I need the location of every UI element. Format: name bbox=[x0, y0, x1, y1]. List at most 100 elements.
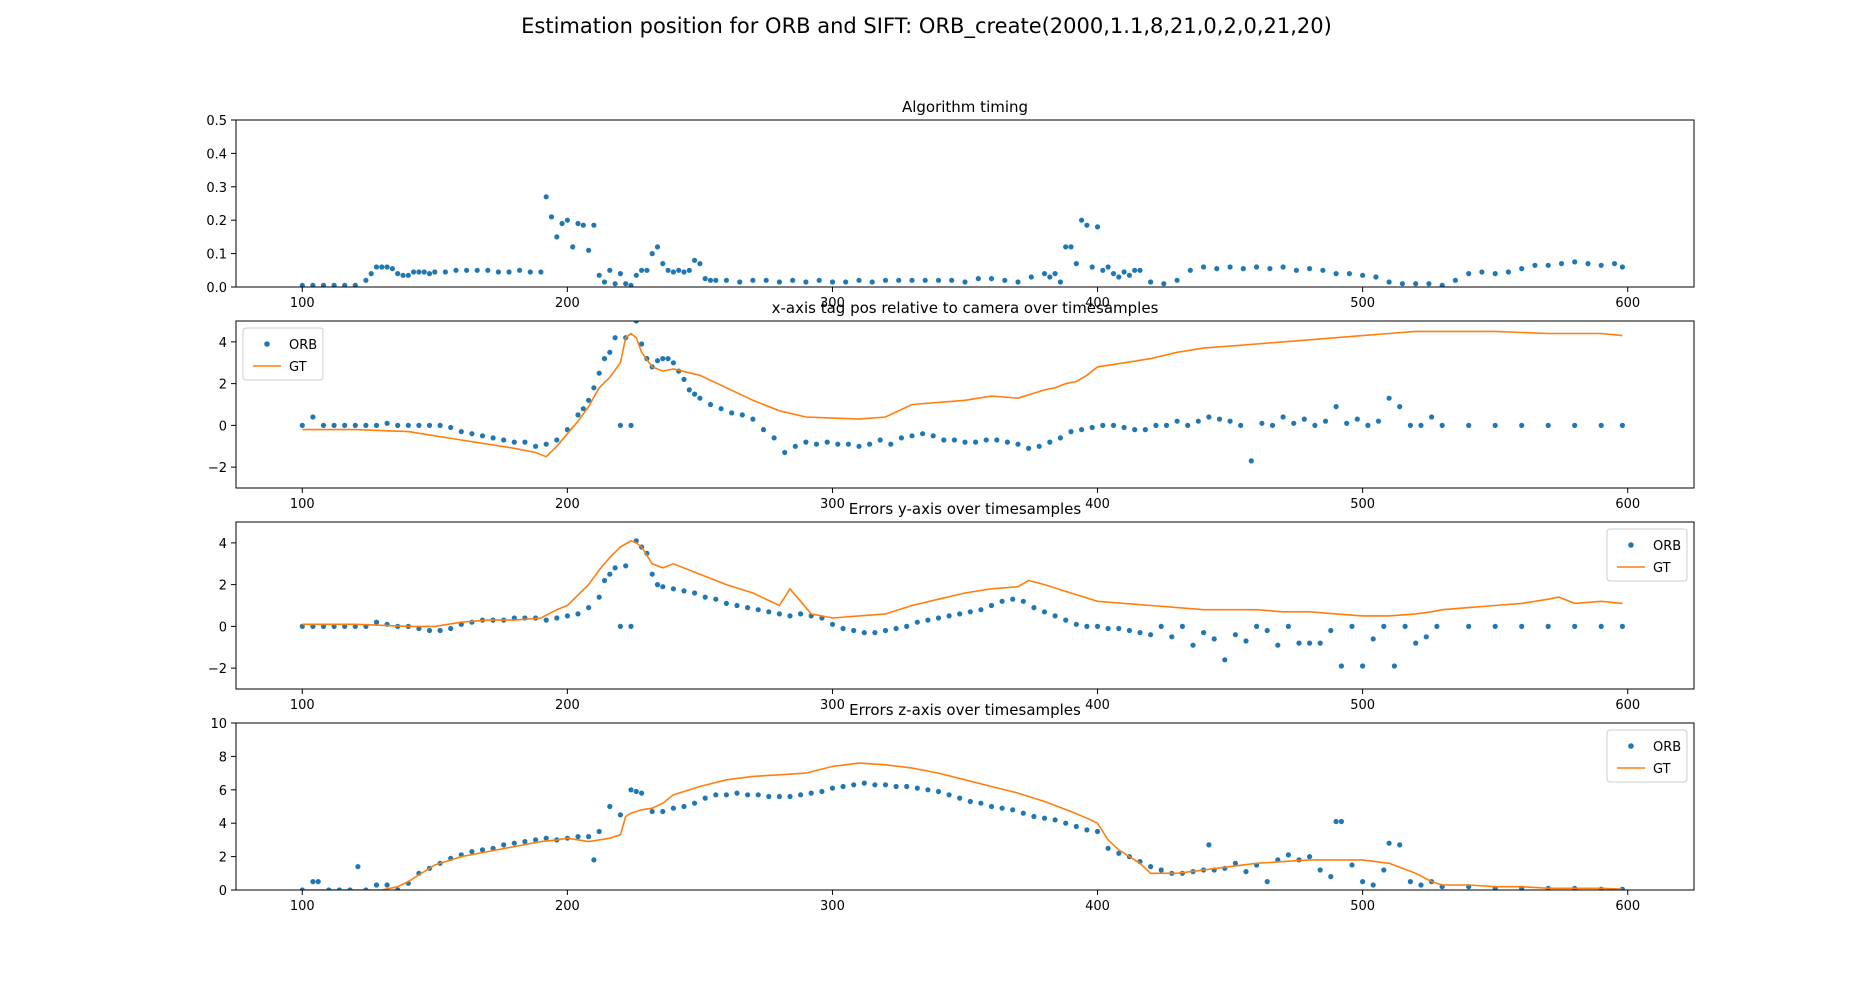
data-point bbox=[1185, 422, 1191, 428]
data-point bbox=[644, 267, 650, 273]
data-point bbox=[384, 264, 390, 270]
data-point bbox=[1158, 867, 1164, 873]
data-point bbox=[458, 429, 464, 435]
data-point bbox=[310, 879, 316, 885]
data-point bbox=[949, 277, 955, 283]
data-point bbox=[1068, 244, 1074, 250]
data-point bbox=[946, 792, 952, 798]
data-point bbox=[760, 427, 767, 433]
data-point bbox=[1163, 422, 1170, 428]
data-point bbox=[1121, 269, 1127, 275]
data-point bbox=[1375, 418, 1382, 424]
data-point bbox=[957, 795, 963, 801]
data-point bbox=[935, 788, 942, 795]
data-point bbox=[1100, 267, 1106, 273]
data-point bbox=[474, 267, 480, 273]
data-point bbox=[702, 795, 708, 801]
data-point bbox=[713, 596, 719, 602]
data-point bbox=[723, 792, 730, 798]
data-point bbox=[1360, 879, 1366, 885]
gt-series-line bbox=[302, 762, 1623, 890]
data-point bbox=[1598, 422, 1604, 428]
data-point bbox=[1105, 625, 1111, 632]
data-point bbox=[1373, 274, 1379, 280]
data-point bbox=[633, 788, 639, 795]
data-point bbox=[1307, 266, 1313, 272]
data-point bbox=[1264, 627, 1270, 634]
data-point bbox=[909, 433, 915, 439]
orb-series bbox=[299, 321, 1625, 464]
data-point bbox=[352, 422, 358, 428]
data-point bbox=[623, 281, 629, 287]
data-point bbox=[1174, 418, 1180, 424]
data-point bbox=[798, 792, 804, 798]
data-point bbox=[829, 279, 836, 285]
data-point bbox=[543, 617, 549, 623]
data-point bbox=[1492, 422, 1498, 428]
data-point bbox=[633, 321, 639, 324]
data-point bbox=[978, 607, 984, 613]
data-point bbox=[665, 267, 671, 273]
x-tick-label: 300 bbox=[820, 899, 845, 914]
data-point bbox=[479, 433, 486, 439]
data-point bbox=[649, 251, 655, 257]
data-point bbox=[1153, 422, 1159, 428]
data-point bbox=[1031, 605, 1037, 611]
data-point bbox=[946, 613, 952, 619]
data-point bbox=[877, 437, 883, 443]
y-tick-label: 0.1 bbox=[206, 248, 227, 263]
data-point bbox=[1179, 623, 1185, 630]
data-point bbox=[816, 277, 822, 283]
data-point bbox=[1439, 422, 1445, 428]
legend-box bbox=[1606, 528, 1688, 582]
data-point bbox=[543, 441, 549, 447]
data-point bbox=[1397, 842, 1403, 848]
data-point bbox=[654, 244, 661, 250]
data-point bbox=[697, 395, 703, 401]
x-tick-label: 100 bbox=[290, 296, 315, 311]
data-point bbox=[1201, 630, 1207, 636]
data-point bbox=[1132, 267, 1138, 273]
y-tick-label: 4 bbox=[219, 537, 227, 552]
data-point bbox=[1312, 422, 1318, 428]
data-point bbox=[1243, 869, 1249, 875]
data-point bbox=[1519, 623, 1525, 630]
data-point bbox=[331, 422, 337, 428]
data-point bbox=[1505, 269, 1511, 275]
data-point bbox=[601, 279, 608, 285]
data-point bbox=[586, 397, 592, 403]
data-point bbox=[1015, 441, 1021, 447]
data-point bbox=[697, 261, 703, 267]
data-point bbox=[745, 605, 751, 611]
data-point bbox=[1041, 609, 1048, 615]
data-point bbox=[1402, 623, 1408, 630]
data-point bbox=[1296, 640, 1302, 646]
data-point bbox=[670, 360, 677, 366]
data-point bbox=[363, 277, 369, 283]
data-point bbox=[320, 282, 327, 287]
subplot-title: x-axis tag pos relative to camera over t… bbox=[772, 299, 1159, 317]
data-point bbox=[967, 609, 973, 615]
data-point bbox=[1354, 416, 1360, 422]
data-point bbox=[548, 214, 555, 220]
data-point bbox=[501, 842, 507, 848]
data-point bbox=[975, 276, 981, 282]
data-point bbox=[1232, 632, 1238, 638]
x-tick-label: 200 bbox=[555, 899, 580, 914]
data-point bbox=[554, 437, 560, 443]
data-point bbox=[1052, 613, 1058, 619]
plot-area bbox=[299, 538, 1625, 669]
data-point bbox=[702, 594, 708, 600]
data-point bbox=[782, 449, 788, 456]
figure-title: Estimation position for ORB and SIFT: OR… bbox=[521, 14, 1332, 38]
data-point bbox=[1126, 627, 1132, 634]
data-point bbox=[1301, 416, 1307, 422]
data-point bbox=[872, 630, 878, 636]
data-point bbox=[607, 803, 613, 810]
data-point bbox=[342, 623, 348, 630]
data-point bbox=[790, 277, 796, 283]
data-point bbox=[792, 443, 798, 449]
data-point bbox=[1280, 414, 1286, 420]
y-tick-label: 6 bbox=[219, 784, 227, 799]
y-tick-label: 0.0 bbox=[206, 281, 227, 296]
